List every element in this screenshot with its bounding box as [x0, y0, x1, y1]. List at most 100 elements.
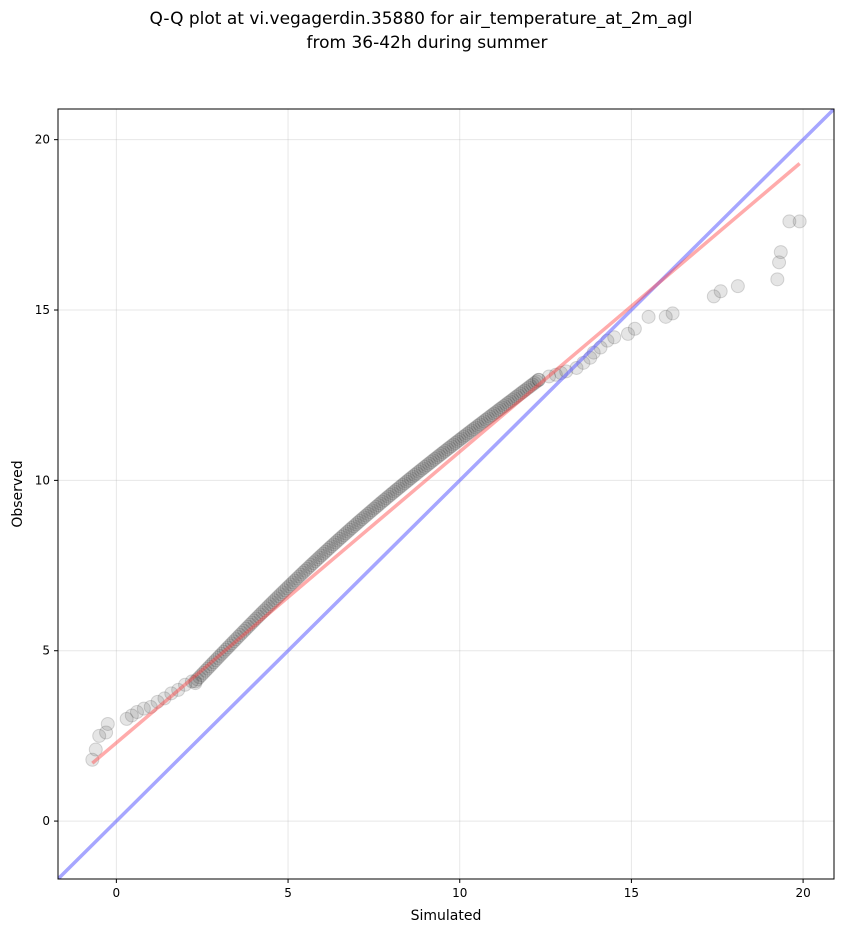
data-point [432, 448, 447, 463]
data-point [344, 520, 359, 535]
data-point [470, 418, 485, 433]
data-point [92, 728, 107, 743]
data-point [190, 672, 205, 687]
data-point [517, 383, 532, 398]
data-point [352, 513, 367, 528]
data-point [257, 603, 272, 618]
data-point [194, 667, 209, 682]
data-point [421, 456, 436, 471]
data-point [531, 372, 546, 387]
data-point [405, 469, 420, 484]
data-point [324, 539, 339, 554]
data-point [525, 377, 540, 392]
data-point [332, 531, 347, 546]
data-point [509, 389, 524, 404]
data-point [283, 577, 298, 592]
data-point [342, 522, 357, 537]
data-point [208, 653, 223, 668]
data-point [527, 375, 542, 390]
data-point [291, 569, 306, 584]
data-point [289, 571, 304, 586]
grid-layer [58, 109, 834, 879]
data-point [298, 563, 313, 578]
data-point [484, 408, 499, 423]
data-point [434, 447, 449, 462]
data-point [222, 638, 237, 653]
data-point [271, 589, 286, 604]
ticks-layer: 0 5 10 15 20 0 5 10 15 20 [35, 133, 811, 900]
data-point [428, 451, 443, 466]
data-point [143, 699, 158, 714]
data-point [354, 512, 369, 527]
data-point [458, 428, 473, 443]
data-point [505, 392, 520, 407]
data-point [136, 701, 151, 716]
x-tick-label: 15 [624, 886, 639, 900]
data-point [293, 567, 308, 582]
chart-title-line2: from 36-42h during summer [307, 33, 548, 53]
data-point [487, 406, 502, 421]
data-point [713, 284, 728, 299]
data-point [559, 364, 574, 379]
data-point [511, 388, 526, 403]
data-point [401, 472, 416, 487]
data-point [456, 429, 471, 444]
data-point [188, 674, 203, 689]
data-point [542, 369, 557, 384]
data-point [397, 476, 412, 491]
data-point [770, 272, 785, 287]
data-point [507, 391, 522, 406]
data-point [472, 417, 487, 432]
data-point [480, 411, 495, 426]
data-point [336, 528, 351, 543]
data-point [300, 561, 315, 576]
data-point [124, 708, 139, 723]
y-tick-label: 0 [42, 814, 50, 828]
data-point [417, 459, 432, 474]
data-point [365, 503, 380, 518]
data-point [513, 386, 528, 401]
data-point [531, 372, 546, 387]
data-point [466, 422, 481, 437]
data-point [206, 655, 221, 670]
data-point [259, 601, 274, 616]
x-tick-label: 0 [113, 886, 121, 900]
data-point [411, 464, 426, 479]
data-point [178, 677, 193, 692]
data-point [462, 425, 477, 440]
data-point [356, 510, 371, 525]
data-point [350, 515, 365, 530]
data-point [88, 742, 103, 757]
data-point [249, 611, 264, 626]
data-point [99, 725, 114, 740]
data-point [665, 306, 680, 321]
data-point [519, 382, 534, 397]
data-point [306, 556, 321, 571]
data-point [452, 432, 467, 447]
lines-layer [58, 109, 834, 879]
plot-frame [57, 108, 835, 880]
data-point [373, 496, 388, 511]
data-point [328, 535, 343, 550]
data-point [287, 573, 302, 588]
data-point [184, 674, 199, 689]
data-point [129, 705, 144, 720]
x-tick-label: 20 [795, 886, 810, 900]
y-tick-label: 20 [35, 133, 50, 147]
data-point [399, 474, 414, 489]
data-point [499, 397, 514, 412]
data-point [474, 415, 489, 430]
data-point [204, 657, 219, 672]
data-point [497, 398, 512, 413]
data-point [100, 716, 115, 731]
data-point [501, 395, 516, 410]
data-point [367, 501, 382, 516]
data-point [338, 526, 353, 541]
data-point [381, 489, 396, 504]
data-point [265, 595, 280, 610]
data-point [214, 646, 229, 661]
data-point [247, 613, 262, 628]
data-point [379, 491, 394, 506]
data-point [658, 309, 673, 324]
data-point [503, 394, 518, 409]
